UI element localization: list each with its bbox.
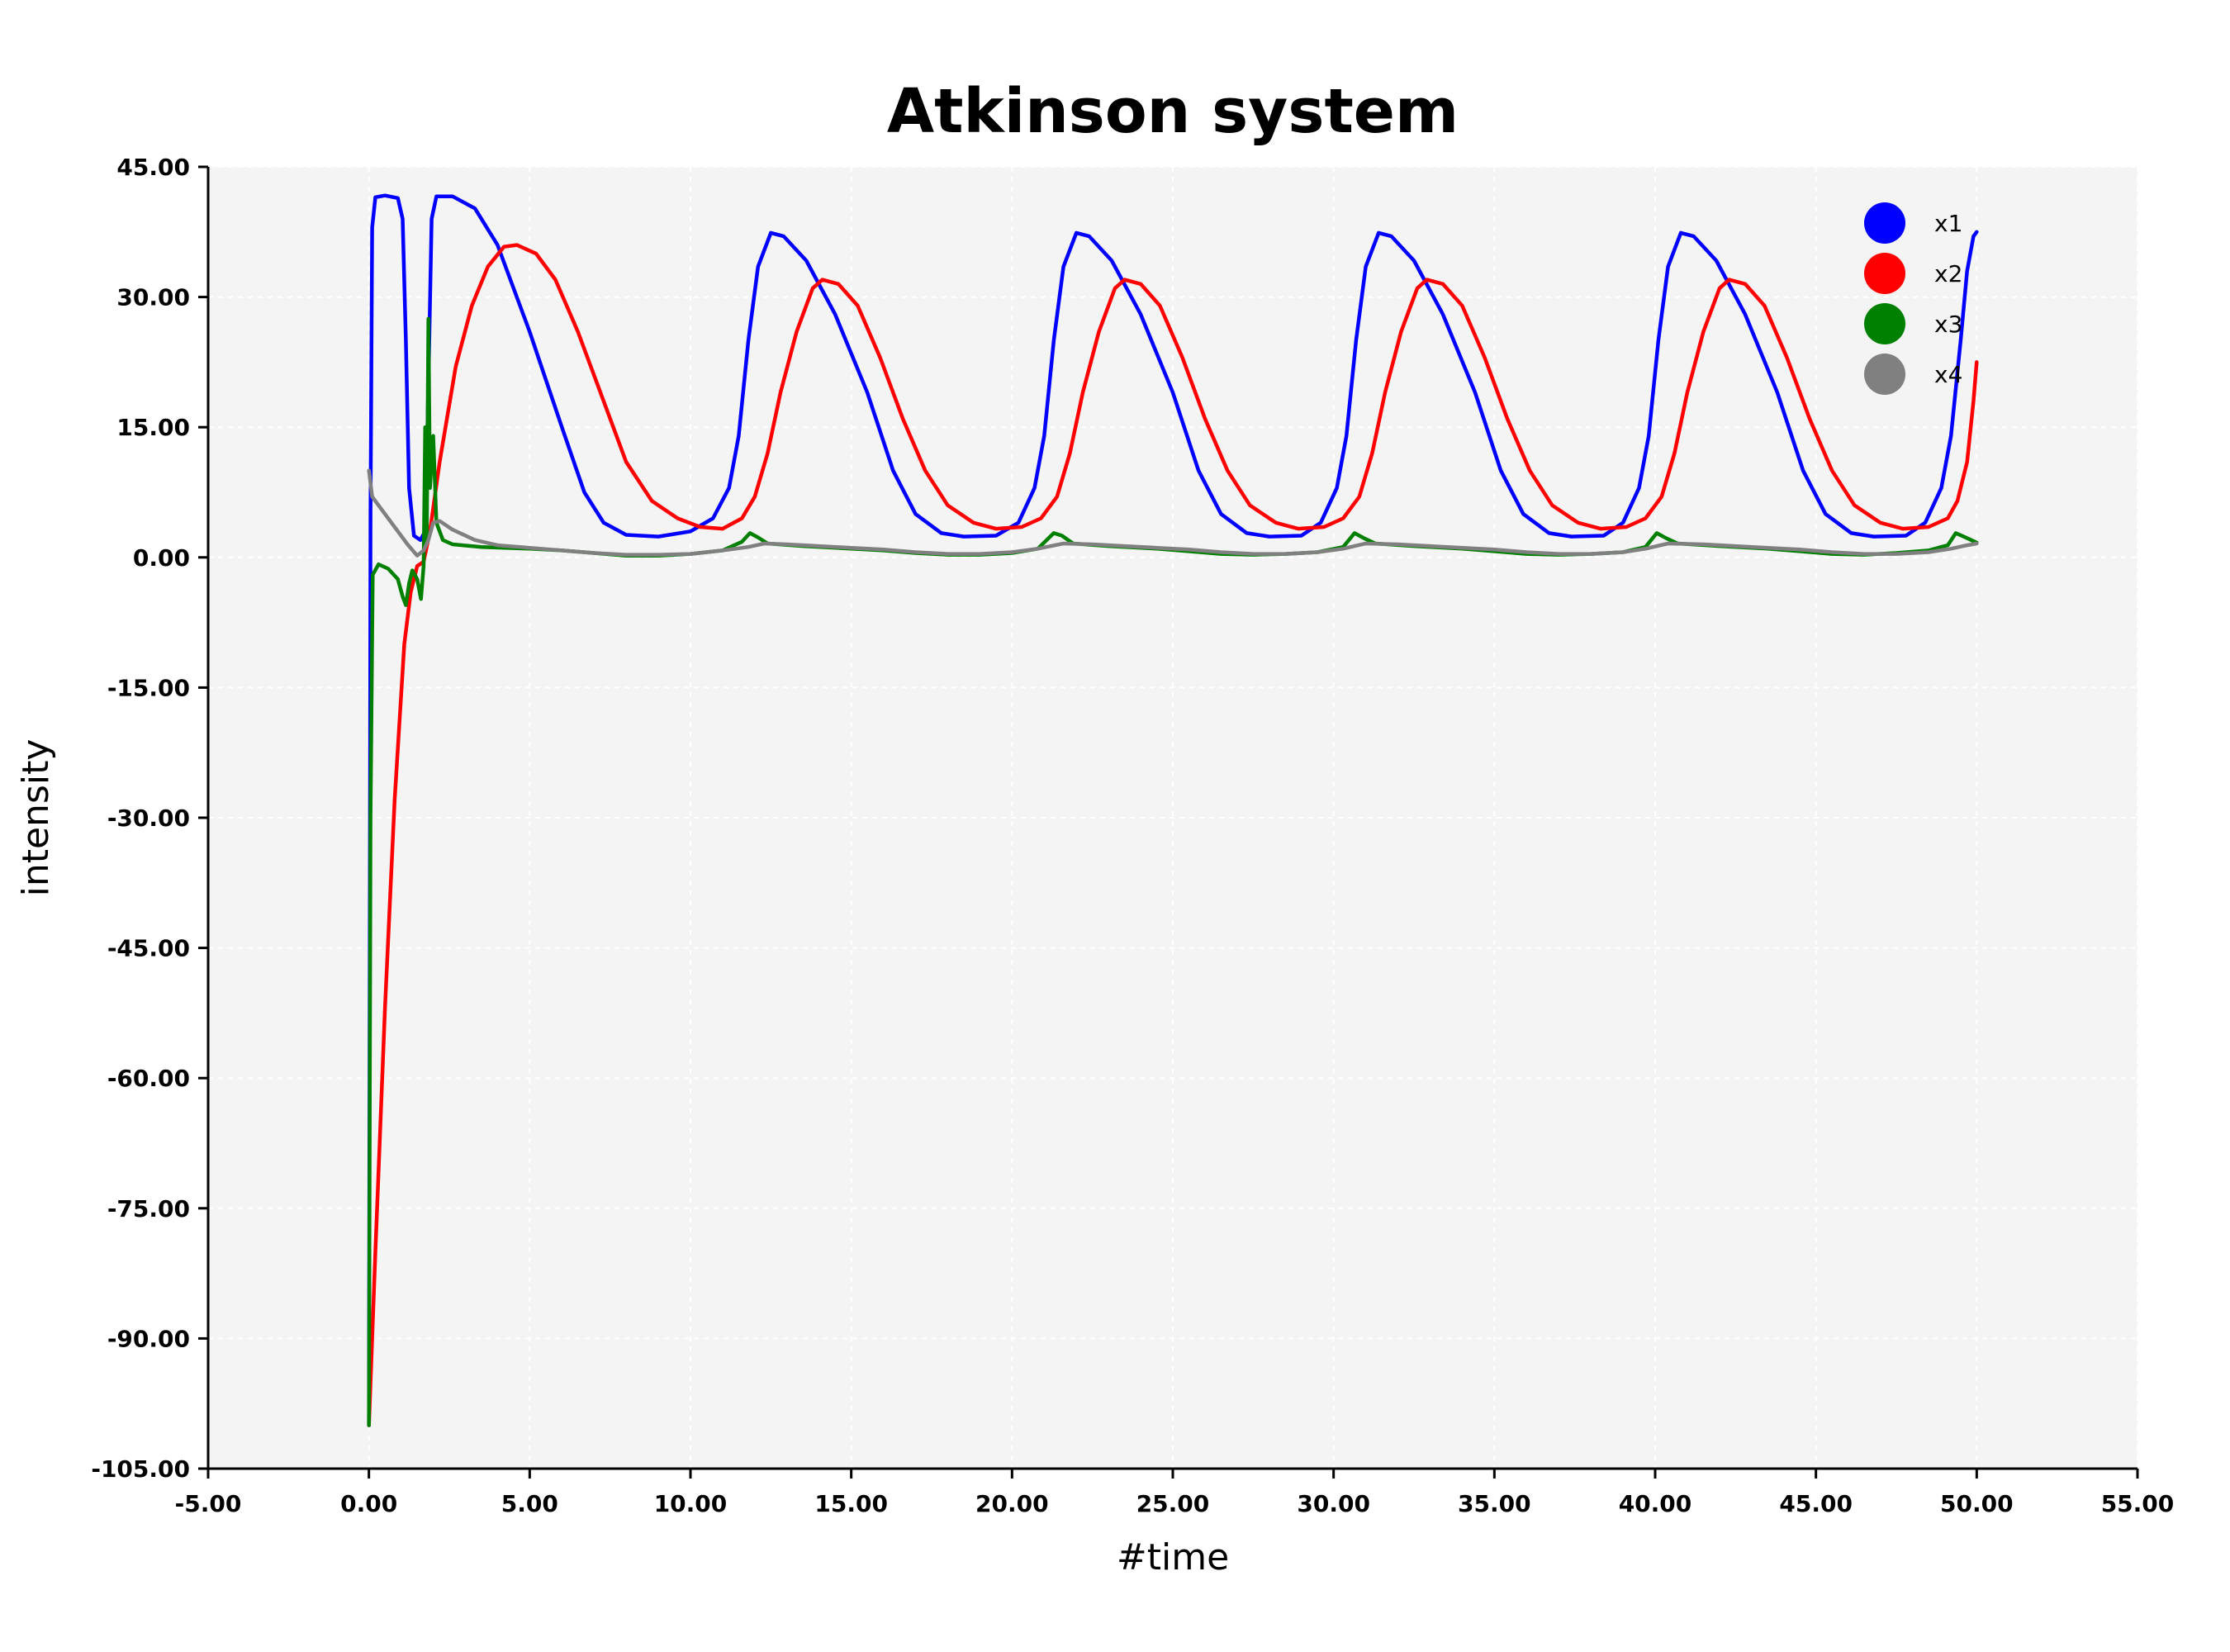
x-tick-label: 35.00 — [1458, 1490, 1531, 1517]
series-line-x2 — [367, 243, 1979, 1427]
x-tick-label: 55.00 — [2101, 1490, 2175, 1517]
legend-marker-x3 — [1864, 303, 1905, 344]
y-tick-label: -60.00 — [107, 1065, 190, 1092]
legend-label-x3: x3 — [1934, 311, 1962, 338]
x-tick-label: 25.00 — [1136, 1490, 1210, 1517]
series-group — [367, 193, 1979, 1427]
x-tick-label: 5.00 — [501, 1490, 558, 1517]
tick-labels: -5.00 0.00 5.00 10.00 15.00 20.00 25.00 30.00 35… — [91, 154, 2174, 1517]
legend: x1 x2 x3 x4 — [1864, 202, 1962, 395]
x-tick-label: 50.00 — [1940, 1490, 2014, 1517]
x-tick-label: 15.00 — [814, 1490, 888, 1517]
legend-marker-x4 — [1864, 354, 1905, 395]
x-tick-label: 10.00 — [654, 1490, 728, 1517]
x-tick-label: 45.00 — [1779, 1490, 1853, 1517]
y-tick-label: 15.00 — [116, 414, 190, 441]
x-tick-label: 40.00 — [1619, 1490, 1692, 1517]
y-tick-label: -75.00 — [107, 1195, 190, 1222]
legend-label-x2: x2 — [1934, 260, 1962, 287]
legend-label-x4: x4 — [1934, 361, 1962, 388]
y-axis-label: intensity — [15, 739, 57, 897]
x-tick-label: 0.00 — [340, 1490, 397, 1517]
x-axis-label: #time — [1117, 1536, 1229, 1578]
y-tick-label: 45.00 — [116, 154, 190, 181]
legend-marker-x1 — [1864, 202, 1905, 244]
y-tick-label: -45.00 — [107, 935, 190, 962]
legend-marker-x2 — [1864, 253, 1905, 294]
y-tick-label: 30.00 — [116, 284, 190, 311]
series-line-x1 — [367, 193, 1979, 1427]
x-tick-label: -5.00 — [175, 1490, 242, 1517]
x-tick-label: 20.00 — [975, 1490, 1049, 1517]
y-tick-label: -30.00 — [107, 805, 190, 832]
series-line-x4 — [367, 468, 1979, 558]
y-tick-label: -15.00 — [107, 674, 190, 701]
y-tick-label: -105.00 — [91, 1455, 190, 1483]
y-tick-label: 0.00 — [133, 544, 190, 572]
y-tick-label: -90.00 — [107, 1325, 190, 1352]
chart-title: Atkinson system — [887, 76, 1459, 147]
x-tick-label: 30.00 — [1297, 1490, 1370, 1517]
legend-label-x1: x1 — [1934, 210, 1962, 237]
axes — [198, 165, 2139, 1479]
